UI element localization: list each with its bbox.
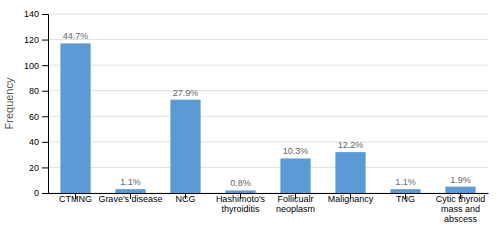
data-label: 44.7% <box>63 31 89 41</box>
tick-label: 20 <box>29 163 39 173</box>
tick-label: 0 <box>34 188 39 198</box>
tick-label: CTMNG <box>59 194 92 204</box>
tick: 80 <box>29 86 48 96</box>
tick-label: NCG <box>176 194 196 204</box>
tick-mark <box>42 167 48 168</box>
data-label: 1.1% <box>395 177 416 187</box>
grid <box>48 14 488 193</box>
tick-mark <box>42 40 48 41</box>
y-axis-title: Frequency <box>3 77 15 129</box>
tick-mark <box>42 142 48 143</box>
bar <box>60 43 90 193</box>
tick-mark <box>42 193 48 194</box>
tick-label: 140 <box>24 9 39 19</box>
tick-label: 60 <box>29 112 39 122</box>
bar <box>280 158 310 193</box>
bar <box>170 100 200 193</box>
data-label: 1.1% <box>120 177 141 187</box>
tick-label-line: thyroiditis <box>221 204 260 214</box>
grid-line <box>48 90 488 91</box>
tick-label-line: Cytic thyroid <box>436 194 486 204</box>
tick-mark <box>42 65 48 66</box>
y-axis: 0 20 40 60 80 100 120 140 <box>24 9 49 198</box>
tick-label: Cytic thyroidmass andabscess <box>436 194 486 224</box>
data-labels: 44.7% 1.1% 27.9% 0.8% 10.3% 12.2% 1.1% 1.9% <box>63 31 471 188</box>
grid-line <box>48 116 488 117</box>
data-label: 1.9% <box>450 175 471 185</box>
grid-line <box>48 14 488 15</box>
bar <box>390 189 420 193</box>
tick-label: Malignancy <box>328 194 374 204</box>
tick-label-line: abscess <box>444 214 478 224</box>
tick: Malignancy <box>328 193 374 204</box>
grid-line <box>48 141 488 142</box>
plot: 0 20 40 60 80 100 120 140 CTMNG Grave's disease NC… <box>24 9 489 223</box>
tick-label: 120 <box>24 35 39 45</box>
tick-label: Grave's disease <box>98 194 162 204</box>
grid-line <box>48 65 488 66</box>
tick: 20 <box>29 163 48 173</box>
tick-label-line: Hashimoto's <box>216 194 266 204</box>
tick: Hashimoto'sthyroiditis <box>216 193 266 214</box>
tick: CTMNG <box>59 193 92 204</box>
tick: Cytic thyroidmass andabscess <box>436 193 486 224</box>
data-label: 10.3% <box>283 146 309 156</box>
tick-label-line: Grave's disease <box>98 194 162 204</box>
tick-label: 40 <box>29 137 39 147</box>
tick: NCG <box>176 193 196 204</box>
tick-label-line: CTMNG <box>59 194 92 204</box>
grid-line <box>48 167 488 168</box>
tick: Follicualrneoplasm <box>276 193 315 214</box>
tick-label: TNG <box>396 194 415 204</box>
bar <box>335 152 365 193</box>
tick: 60 <box>29 112 48 122</box>
data-label: 12.2% <box>338 140 364 150</box>
x-axis: CTMNG Grave's disease NCG Hashimoto'sthyroi… <box>49 193 489 224</box>
tick-label: Follicualrneoplasm <box>276 194 315 214</box>
tick: 120 <box>24 35 48 45</box>
tick-mark <box>42 91 48 92</box>
tick-label-line: Follicualr <box>277 194 313 204</box>
tick: 40 <box>29 137 48 147</box>
tick: Grave's disease <box>98 193 162 204</box>
grid-line <box>48 39 488 40</box>
bar <box>225 190 255 193</box>
tick-label-line: NCG <box>176 194 196 204</box>
tick: 100 <box>24 61 48 71</box>
tick-label-line: neoplasm <box>276 204 315 214</box>
bar <box>445 187 475 193</box>
data-label: 0.8% <box>230 178 251 188</box>
tick: TNG <box>396 193 415 204</box>
chart-svg: 0 20 40 60 80 100 120 140 CTMNG Grave's disease NC… <box>0 0 500 243</box>
bars <box>60 43 475 193</box>
tick-label: 80 <box>29 86 39 96</box>
tick-label-line: Malignancy <box>328 194 374 204</box>
tick-label-line: TNG <box>396 194 415 204</box>
tick-mark <box>42 116 48 117</box>
tick-label: Hashimoto'sthyroiditis <box>216 194 266 214</box>
tick-label-line: mass and <box>441 204 480 214</box>
tick-mark <box>42 14 48 15</box>
data-label: 27.9% <box>173 88 199 98</box>
tick: 0 <box>34 188 48 198</box>
tick-label: 100 <box>24 61 39 71</box>
axis-domain <box>42 15 49 194</box>
tick: 140 <box>24 9 48 19</box>
chart-container: 0 20 40 60 80 100 120 140 CTMNG Grave's disease NC… <box>0 0 500 243</box>
bar <box>115 189 145 193</box>
